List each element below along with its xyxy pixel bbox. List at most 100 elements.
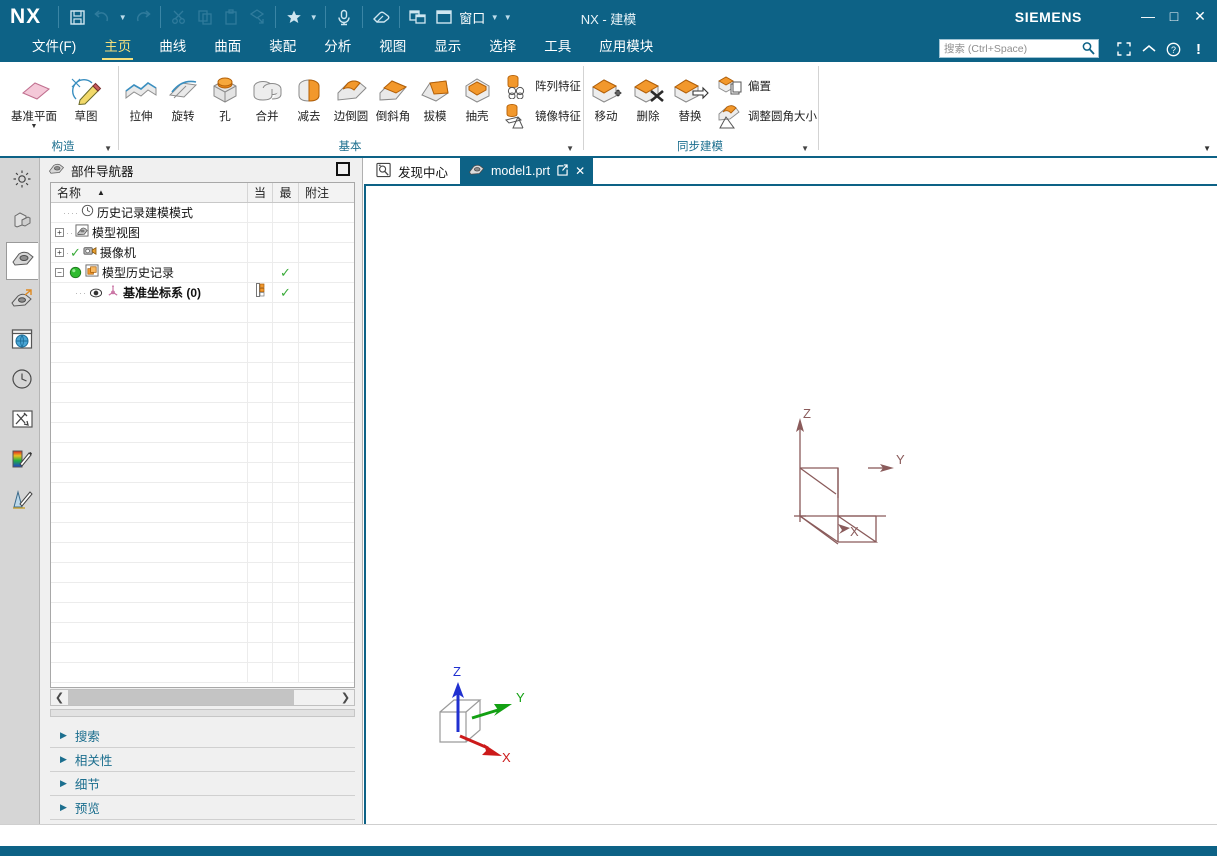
scroll-right-arrow[interactable]: ❯: [340, 692, 351, 704]
pattern-feature-button[interactable]: 阵列特征: [502, 71, 587, 101]
redo-icon[interactable]: [129, 4, 155, 30]
collapse-ribbon-icon[interactable]: [1136, 38, 1161, 60]
table-row[interactable]: − 模型历史记录 ✓: [51, 263, 354, 283]
tab-surface[interactable]: 曲面: [214, 39, 242, 54]
favorites-icon[interactable]: [281, 4, 307, 30]
scroll-thumb[interactable]: [68, 690, 294, 705]
column-header-notes[interactable]: 附注: [305, 186, 330, 200]
column-header-latest[interactable]: 最: [273, 183, 299, 202]
orientation-triad[interactable]: Z Y X: [426, 656, 556, 776]
tab-applications[interactable]: 应用模块: [599, 39, 654, 54]
tab-file[interactable]: 文件(F): [32, 39, 77, 54]
sidebar-item-settings[interactable]: [6, 162, 38, 200]
sidebar-item-assembly-navigator[interactable]: [6, 202, 38, 240]
help-icon[interactable]: ?: [1161, 38, 1186, 60]
cut-icon[interactable]: [166, 4, 192, 30]
tree-expander[interactable]: +: [55, 248, 64, 257]
table-row[interactable]: + ·· 模型视图: [51, 223, 354, 243]
tab-model1-prt[interactable]: model1.prt ✕: [460, 158, 594, 184]
minimize-button[interactable]: —: [1141, 8, 1155, 24]
scroll-track[interactable]: [68, 690, 337, 705]
sidebar-item-utilities[interactable]: [6, 402, 38, 440]
column-header-current[interactable]: 当: [248, 183, 273, 202]
new-window-icon[interactable]: [431, 4, 457, 30]
synchronous-group-expand-caret[interactable]: ▼: [801, 144, 809, 153]
extrude-button[interactable]: 拉伸: [120, 65, 162, 124]
datum-plane-button[interactable]: 基准平面 ▼: [8, 65, 60, 130]
section-preview[interactable]: ▶ 预览: [50, 796, 355, 820]
tab-curve[interactable]: 曲线: [159, 39, 187, 54]
basic-group-expand-caret[interactable]: ▼: [566, 144, 574, 153]
hole-button[interactable]: 孔: [204, 65, 246, 124]
sidebar-item-part-navigator[interactable]: [6, 242, 38, 280]
favorites-dropdown-caret[interactable]: ▼: [309, 12, 318, 22]
revolve-button[interactable]: 旋转: [162, 65, 204, 124]
table-row[interactable]: + · ✓ 摄像机: [51, 243, 354, 263]
maximize-button[interactable]: □: [1169, 8, 1179, 24]
eraser-icon[interactable]: [368, 4, 394, 30]
tab-discovery-center[interactable]: 发现中心: [368, 158, 456, 184]
window-menu-label[interactable]: 窗口: [459, 10, 486, 26]
magnifier-icon[interactable]: [1081, 41, 1096, 61]
tree-expander[interactable]: +: [55, 228, 64, 237]
sidebar-item-web-browser[interactable]: [6, 322, 38, 360]
unite-button[interactable]: 合并: [246, 65, 288, 124]
draft-button[interactable]: 拔模: [414, 65, 456, 124]
tab-analysis[interactable]: 分析: [324, 39, 352, 54]
section-details[interactable]: ▶ 细节: [50, 772, 355, 796]
scroll-left-arrow[interactable]: ❮: [54, 692, 65, 704]
tree-horizontal-scrollbar[interactable]: ❮ ❯: [50, 689, 355, 706]
quick-access-more-caret[interactable]: ▼: [503, 12, 512, 22]
tab-select[interactable]: 选择: [489, 39, 517, 54]
tab-display[interactable]: 显示: [434, 39, 462, 54]
replace-face-button[interactable]: 替换: [669, 65, 711, 124]
fullscreen-icon[interactable]: [1111, 38, 1136, 60]
section-dependencies[interactable]: ▶ 相关性: [50, 748, 355, 772]
column-header-name[interactable]: 名称 ▲: [51, 183, 248, 202]
sidebar-item-drafting[interactable]: [6, 482, 38, 520]
sidebar-item-render[interactable]: [6, 442, 38, 480]
part-navigator-tree[interactable]: 名称 ▲ 当 最 附注 ···· 历史记录建模模式: [50, 182, 355, 688]
transform-icon[interactable]: [244, 4, 270, 30]
offset-region-button[interactable]: 偏置: [715, 71, 823, 101]
datum-plane-dropdown-caret[interactable]: ▼: [30, 123, 38, 130]
tab-assembly[interactable]: 装配: [269, 39, 297, 54]
close-button[interactable]: ✕: [1194, 7, 1206, 24]
graphics-viewport[interactable]: Z Y X Z Y X: [364, 184, 1217, 824]
undo-icon[interactable]: [90, 4, 116, 30]
tile-windows-icon[interactable]: [405, 4, 431, 30]
visibility-eye-icon[interactable]: [89, 287, 103, 299]
sidebar-item-constraint-navigator[interactable]: [6, 282, 38, 320]
tree-expander[interactable]: −: [55, 268, 64, 277]
tab-view[interactable]: 视图: [379, 39, 407, 54]
copy-icon[interactable]: [192, 4, 218, 30]
chamfer-button[interactable]: 倒斜角: [372, 65, 414, 124]
panel-splitter[interactable]: [50, 709, 355, 717]
window-dropdown-caret[interactable]: ▼: [490, 12, 499, 22]
table-row[interactable]: ··· 基准坐标系 (0) ✓: [51, 283, 354, 303]
tab-detach-icon[interactable]: [557, 163, 568, 179]
sidebar-item-history[interactable]: [6, 362, 38, 400]
subtract-button[interactable]: 减去: [288, 65, 330, 124]
resize-blend-button[interactable]: 调整圆角大小: [715, 101, 823, 131]
move-face-button[interactable]: 移动: [585, 65, 627, 124]
undo-dropdown-caret[interactable]: ▼: [118, 12, 127, 22]
datum-coordinate-system[interactable]: Z Y X: [776, 406, 916, 566]
paste-icon[interactable]: [218, 4, 244, 30]
edge-blend-button[interactable]: 边倒圆: [330, 65, 372, 124]
dock-icon[interactable]: [336, 162, 350, 176]
alert-icon[interactable]: !: [1196, 40, 1201, 58]
construction-group-expand-caret[interactable]: ▼: [104, 144, 112, 153]
tab-home[interactable]: 主页: [90, 34, 145, 62]
sketch-button[interactable]: 草图: [60, 65, 112, 124]
search-input[interactable]: 搜索 (Ctrl+Space): [939, 39, 1099, 58]
delete-face-button[interactable]: 删除: [627, 65, 669, 124]
table-row[interactable]: ···· 历史记录建模模式: [51, 203, 354, 223]
ribbon-overflow-caret[interactable]: ▼: [1203, 144, 1211, 153]
shell-button[interactable]: 抽壳: [456, 65, 498, 124]
tab-close-icon[interactable]: ✕: [575, 164, 586, 178]
mirror-feature-button[interactable]: 镜像特征: [502, 101, 587, 131]
tab-tools[interactable]: 工具: [544, 39, 572, 54]
save-icon[interactable]: [64, 4, 90, 30]
section-search[interactable]: ▶ 搜索: [50, 724, 355, 748]
